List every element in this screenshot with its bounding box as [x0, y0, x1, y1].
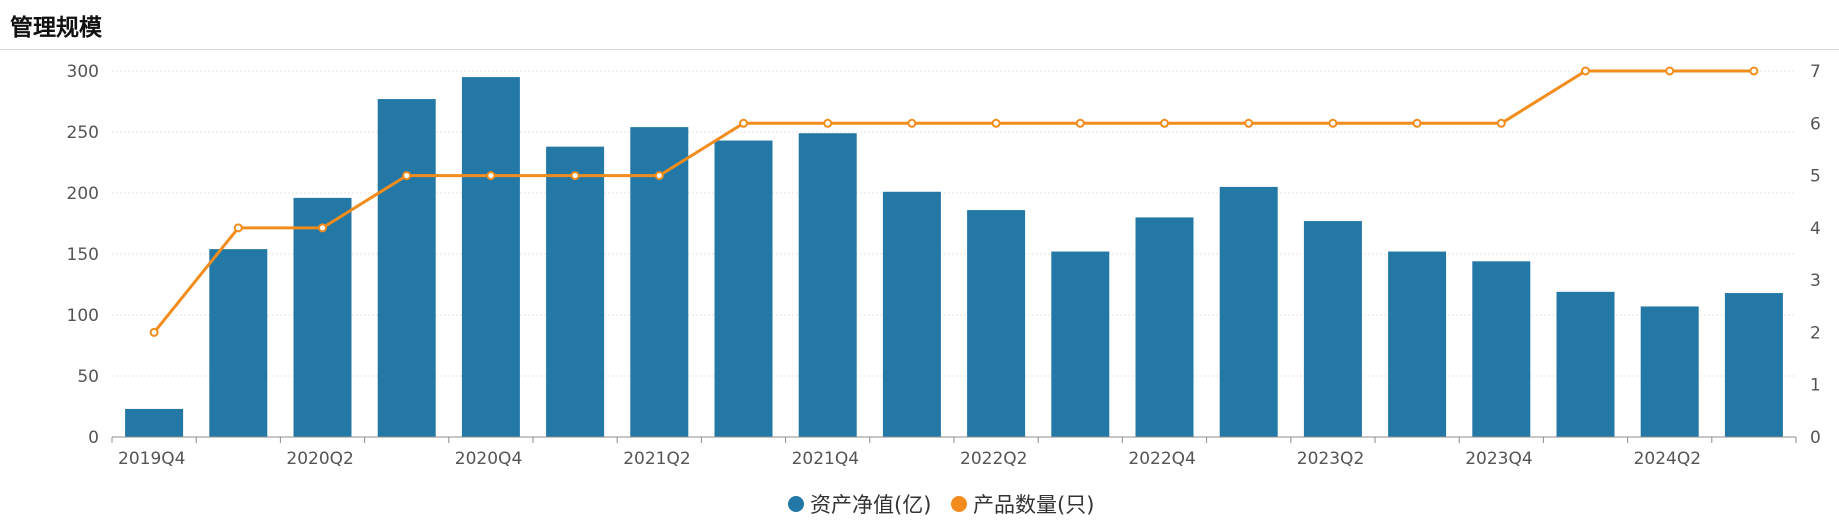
- bar-2021Q3: [714, 140, 773, 438]
- bar-2022Q2: [967, 210, 1026, 437]
- bar-2021Q4: [798, 133, 857, 437]
- bar-2021Q1: [546, 146, 605, 437]
- x-axis-tick-label: 2022Q4: [1128, 449, 1195, 469]
- bar-2023Q1: [1219, 186, 1278, 437]
- line-point-2019Q4: [149, 327, 159, 337]
- panel-title: 管理规模: [10, 15, 102, 41]
- bar-2020Q3: [377, 99, 436, 437]
- line-point-2023Q1: [1244, 118, 1254, 128]
- line-products: [152, 69, 1754, 334]
- line-point-2021Q3: [739, 118, 748, 128]
- line-point-2021Q2: [654, 171, 664, 181]
- bar-2024Q2: [1640, 306, 1699, 437]
- line-series: [149, 66, 1759, 337]
- line-point-2024Q3: [1749, 66, 1759, 76]
- line-point-2023Q4: [1496, 118, 1506, 128]
- left-axis-tick-label: 200: [67, 184, 99, 204]
- line-point-2023Q3: [1412, 118, 1422, 128]
- bar-2020Q4: [461, 77, 520, 437]
- left-axis-tick-label: 250: [67, 123, 99, 143]
- line-point-2021Q1: [570, 171, 580, 181]
- bar-2024Q3: [1724, 293, 1783, 437]
- bar-2022Q1: [882, 191, 941, 437]
- line-point-2022Q1: [907, 118, 917, 128]
- line-point-2022Q4: [1160, 118, 1169, 128]
- x-axis-tick-label: 2024Q2: [1634, 449, 1701, 469]
- line-point-2023Q2: [1328, 118, 1338, 128]
- right-axis-tick-label: 1: [1810, 376, 1821, 396]
- panel-header: 管理规模: [0, 0, 1839, 50]
- left-axis-tick-label: 50: [77, 367, 99, 387]
- bar-2022Q4: [1135, 217, 1194, 437]
- x-axis-tick-label: 2023Q2: [1297, 449, 1364, 469]
- x-axis-tick-label: 2023Q4: [1465, 449, 1532, 469]
- left-axis-tick-label: 0: [88, 428, 99, 448]
- bar-2023Q2: [1303, 221, 1362, 437]
- legend[interactable]: 资产净值(亿) 产品数量(只): [788, 493, 1094, 517]
- line-point-2020Q4: [486, 171, 496, 181]
- line-point-2020Q2: [318, 223, 327, 233]
- line-point-2022Q3: [1075, 118, 1085, 128]
- line-point-2020Q3: [402, 171, 412, 181]
- right-axis-tick-label: 4: [1810, 219, 1821, 239]
- x-axis-tick-label: 2021Q4: [792, 449, 859, 469]
- legend-label-products: 产品数量(只): [973, 493, 1094, 517]
- bar-2020Q1: [209, 249, 268, 437]
- line-point-2022Q2: [991, 118, 1001, 128]
- bar-series: [125, 77, 1783, 438]
- legend-label-assets: 资产净值(亿): [810, 493, 931, 517]
- x-axis-tick-label: 2022Q2: [960, 449, 1027, 469]
- right-axis-tick-label: 6: [1810, 114, 1821, 134]
- x-axis-tick-label: 2020Q4: [455, 449, 522, 469]
- x-axis-tick-label: 2020Q2: [286, 449, 353, 469]
- right-axis-tick-label: 3: [1810, 271, 1821, 291]
- left-axis-tick-label: 300: [67, 62, 99, 82]
- bar-2020Q2: [293, 197, 352, 437]
- x-axis-tick-label: 2019Q4: [118, 449, 185, 469]
- right-axis-tick-label: 0: [1810, 428, 1821, 448]
- legend-marker-assets: [788, 496, 804, 512]
- line-point-2024Q1: [1581, 66, 1590, 76]
- left-axis-tick-label: 100: [67, 306, 99, 326]
- bar-2022Q3: [1051, 251, 1110, 437]
- grid-lines: [112, 70, 1796, 377]
- bar-2023Q3: [1388, 251, 1447, 437]
- bar-2019Q4: [125, 408, 184, 437]
- axes: 0 50 100 150 200 250 300 0 1 2 3 4 5 6 7 2019Q4 2020Q2 20…: [67, 62, 1821, 469]
- bar-2023Q4: [1472, 261, 1531, 437]
- left-axis-tick-label: 150: [67, 245, 99, 265]
- bar-2024Q1: [1556, 291, 1615, 437]
- right-axis-tick-label: 5: [1810, 167, 1821, 187]
- line-point-2024Q2: [1665, 66, 1675, 76]
- right-axis-tick-label: 7: [1810, 62, 1821, 82]
- line-point-2020Q1: [233, 223, 243, 233]
- right-axis-tick-label: 2: [1810, 323, 1821, 343]
- legend-marker-products: [951, 496, 967, 512]
- line-point-2021Q4: [823, 118, 833, 128]
- x-axis-tick-label: 2021Q2: [623, 449, 690, 469]
